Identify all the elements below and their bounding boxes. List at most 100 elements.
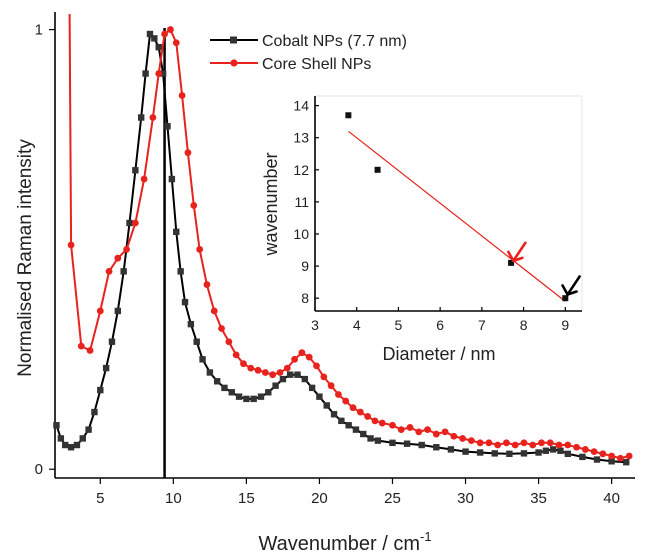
data-point-core-shell [131, 219, 139, 227]
data-point-cobalt [114, 307, 122, 315]
data-point-core-shell [210, 307, 218, 315]
arrow-head [561, 284, 578, 296]
data-point-core-shell [467, 437, 475, 445]
data-point-core-shell [520, 439, 528, 447]
inset-y-tick-label: 10 [293, 226, 309, 242]
data-point-core-shell [291, 355, 298, 363]
data-point-cobalt [85, 426, 92, 433]
data-point-core-shell [261, 369, 269, 376]
main-x-axis-label: Wavenumber / cm-1 [258, 529, 431, 555]
inset-y-ticks: 8 9 10 11 12 13 14 [293, 98, 319, 306]
data-point-cobalt [137, 114, 145, 121]
data-point-cobalt [187, 320, 195, 328]
data-point-cobalt [181, 298, 189, 306]
inset-y-tick-label: 8 [301, 290, 309, 306]
data-point-cobalt [199, 356, 206, 363]
inset-y-tick-label: 13 [293, 130, 309, 146]
main-x-tick-label: 10 [165, 490, 182, 507]
data-point-core-shell [269, 371, 277, 379]
data-point-cobalt [462, 448, 469, 455]
inset-y-tick-label: 12 [293, 162, 309, 178]
data-point-core-shell [546, 439, 554, 447]
data-point-cobalt [491, 450, 498, 457]
main-y-tick-label: 1 [35, 22, 43, 39]
data-point-core-shell [450, 432, 458, 440]
data-point-core-shell [184, 149, 192, 157]
inset-y-tick-label: 11 [294, 194, 309, 210]
data-point-cobalt [155, 43, 162, 51]
data-point-core-shell [581, 446, 589, 453]
data-point-core-shell [342, 397, 350, 405]
data-point-core-shell [172, 39, 180, 47]
data-point-cobalt [213, 378, 221, 385]
data-point-core-shell [485, 439, 493, 447]
arrow-shaft [512, 241, 527, 263]
data-point-cobalt [403, 440, 411, 447]
data-point-core-shell [276, 369, 284, 376]
legend-label-core-shell: Core Shell NPs [262, 56, 371, 73]
data-point-core-shell [178, 92, 186, 99]
data-point-core-shell [432, 430, 440, 438]
data-point-cobalt [91, 408, 98, 416]
main-x-tick-label: 25 [384, 490, 401, 507]
data-point-cobalt [418, 441, 425, 449]
data-point-core-shell [67, 241, 75, 249]
data-point-core-shell [140, 175, 148, 183]
main-series-group [53, 13, 633, 466]
data-point-cobalt [345, 422, 352, 429]
data-point-cobalt [62, 441, 69, 449]
data-point-core-shell [441, 428, 449, 436]
inset-x-tick-label: 3 [311, 317, 319, 333]
legend: Cobalt NPs (7.7 nm) Core Shell NPs [210, 33, 407, 73]
data-point-core-shell [349, 404, 357, 412]
data-point-cobalt [73, 441, 81, 449]
data-point-core-shell [327, 382, 335, 390]
data-point-cobalt [564, 450, 571, 458]
main-x-tick-label: 5 [96, 490, 104, 507]
arrow-shaft [566, 275, 581, 296]
data-point-cobalt [146, 30, 154, 38]
data-point-core-shell [364, 413, 372, 420]
black-arrow-icon [561, 275, 581, 296]
data-point-cobalt [352, 426, 360, 433]
data-point-core-shell [161, 30, 168, 38]
data-point-cobalt [53, 422, 60, 429]
data-point-core-shell [511, 441, 519, 449]
inset-x-axis-label: Diameter / nm [382, 344, 495, 364]
data-point-cobalt [287, 371, 294, 378]
inset-data-point [345, 112, 352, 119]
legend-marker-cobalt [230, 36, 237, 44]
data-point-cobalt [557, 447, 564, 454]
data-point-core-shell [503, 439, 510, 447]
data-point-core-shell [123, 245, 130, 253]
data-point-core-shell [313, 362, 320, 370]
data-point-core-shell [356, 408, 364, 416]
data-point-cobalt [235, 393, 243, 400]
data-point-cobalt [433, 444, 440, 451]
data-point-cobalt [374, 437, 382, 444]
inset-y-axis-label: wavenumber [261, 152, 281, 256]
inset-x-tick-label: 4 [353, 317, 361, 333]
data-point-core-shell [218, 325, 225, 332]
data-point-cobalt [389, 439, 396, 447]
inset-x-tick-label: 9 [561, 317, 569, 333]
data-point-core-shell [320, 373, 328, 381]
data-point-cobalt [228, 389, 235, 396]
data-point-cobalt [243, 395, 250, 403]
inset-x-tick-label: 6 [436, 317, 444, 333]
data-point-cobalt [102, 364, 110, 372]
data-point-core-shell [105, 267, 113, 275]
main-x-ticks: 5 10 15 20 25 30 35 40 [96, 478, 620, 507]
data-point-core-shell [167, 26, 174, 33]
inset-y-tick-label: 14 [293, 98, 309, 114]
data-point-cobalt [579, 453, 586, 461]
data-point-core-shell [538, 439, 545, 447]
inset-y-tick-label: 9 [301, 258, 309, 274]
main-x-tick-label: 30 [457, 490, 474, 507]
data-point-core-shell [225, 338, 233, 346]
data-point-core-shell [298, 349, 306, 357]
main-y-axis-label: Normalised Raman intensity [15, 139, 36, 377]
data-point-core-shell [494, 441, 502, 449]
data-point-cobalt [206, 369, 214, 376]
inset-plot-group [345, 112, 581, 302]
